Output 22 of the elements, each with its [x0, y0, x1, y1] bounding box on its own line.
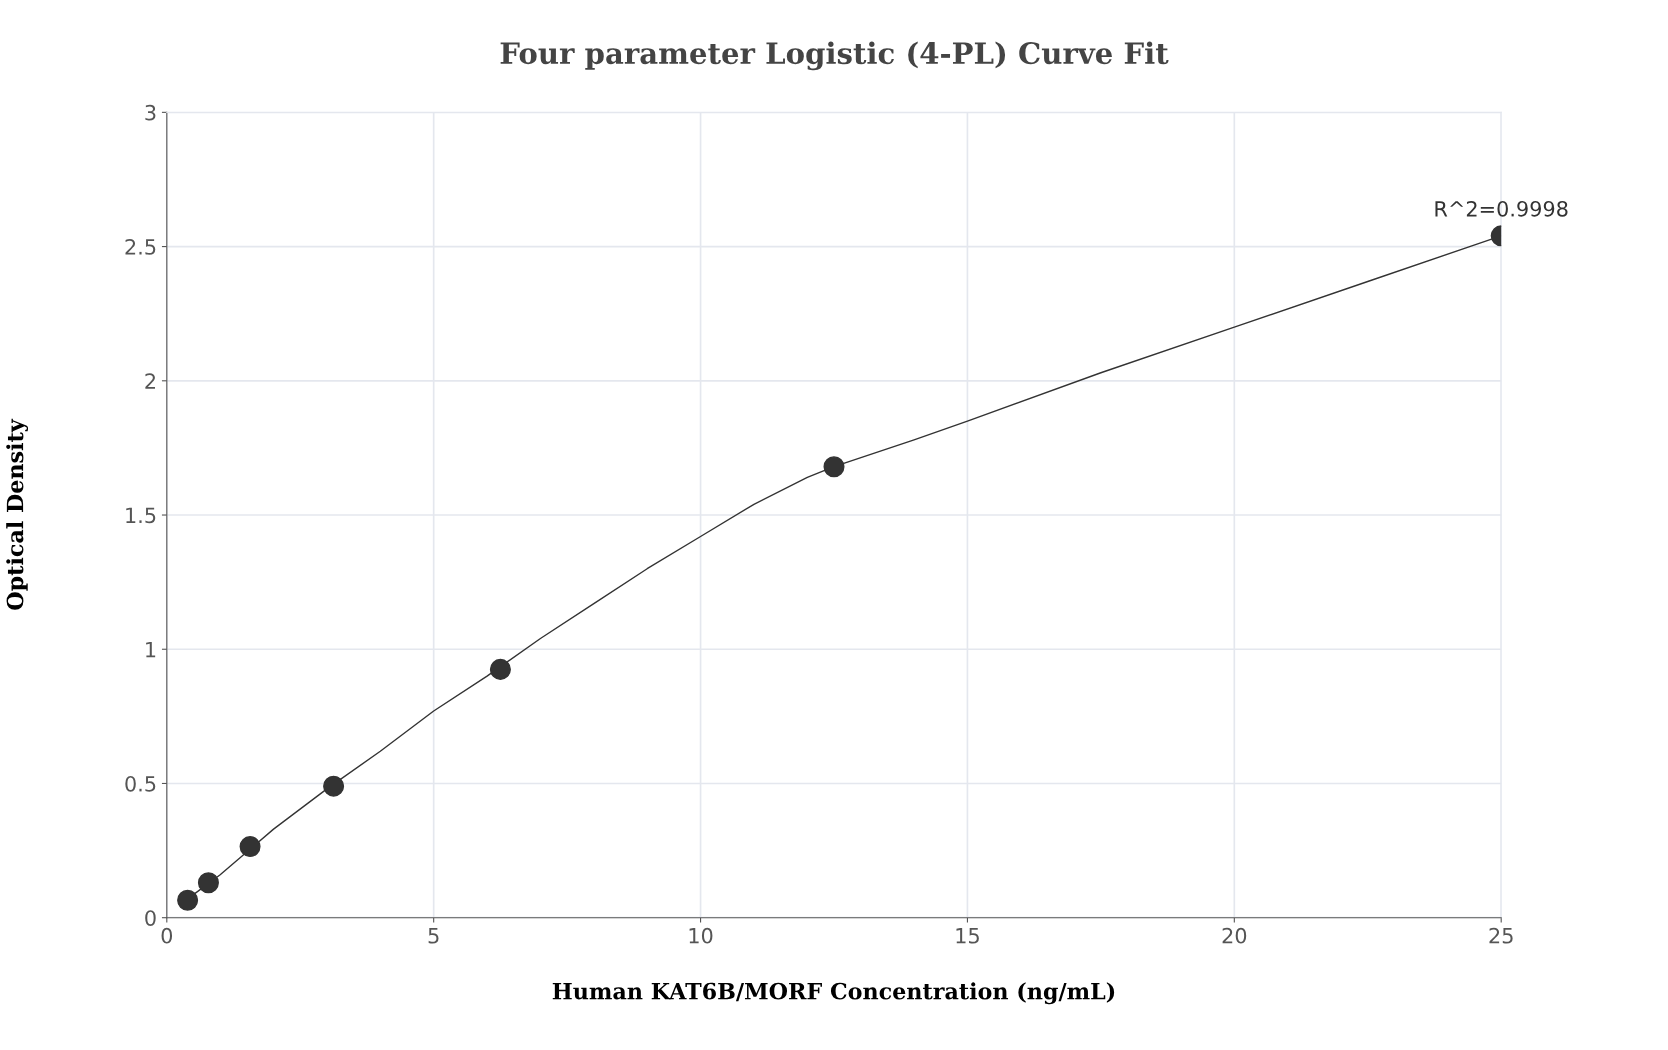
x-tick-label: 0	[161, 927, 173, 944]
y-tick-label: 2	[145, 373, 155, 389]
y-tick-label: 1	[146, 641, 156, 658]
point	[489, 658, 511, 680]
x-tick-label: 5	[428, 928, 439, 944]
chart-title: Four parameter Logistic (4-PL) Curve Fit	[500, 41, 1169, 71]
point	[239, 836, 261, 858]
y-tick-label: 1.5	[126, 507, 156, 524]
x-tick-label: 10	[689, 927, 713, 944]
y-tick-label: 0.5	[125, 775, 156, 792]
x-tick-label: 20	[1222, 927, 1247, 944]
x-tick-label: 25	[1489, 927, 1513, 944]
y-tick-label: 0	[145, 910, 156, 926]
y-tick-label: 2.5	[125, 239, 156, 255]
x-tick-label: 15	[956, 928, 979, 944]
point	[177, 889, 199, 911]
y-axis-title: Optical Density	[6, 418, 29, 610]
annotation: R^2=0.9998	[1435, 200, 1568, 217]
x-axis-title: Human KAT6B/MORF Concentration (ng/mL)	[552, 982, 1115, 1005]
y-tick-label: 3	[145, 104, 156, 121]
point	[197, 872, 219, 894]
point	[323, 775, 345, 797]
